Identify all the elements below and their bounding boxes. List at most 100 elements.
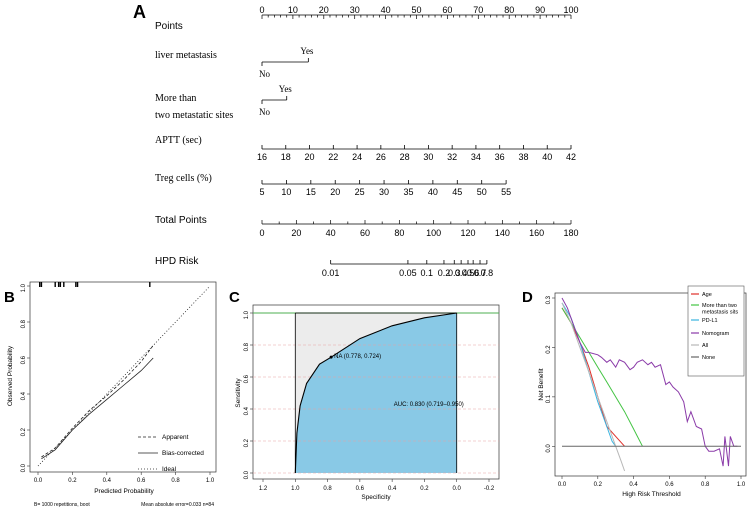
- y-tick-label: 0.2: [21, 427, 27, 436]
- y-tick-label: 0.4: [244, 406, 250, 415]
- nomogram-tick-label: 20: [291, 228, 301, 238]
- nomogram-tick-label: 180: [563, 228, 578, 238]
- nomogram-tick-label: 100: [426, 228, 441, 238]
- y-tick-label: 0.0: [546, 444, 552, 453]
- nomogram-tick-label: 45: [452, 187, 462, 197]
- nomogram-tick-label: 0.7: [474, 268, 487, 278]
- nomogram-tick-label: 30: [423, 152, 433, 162]
- series-line: [561, 297, 738, 467]
- legend-label: Nomogram: [702, 331, 730, 337]
- series-line: [561, 302, 626, 472]
- nomogram-tick-label: 80: [394, 228, 404, 238]
- nomogram-row-label: liver metastasis: [155, 50, 217, 61]
- x-tick-label: 0.0: [453, 486, 462, 492]
- nomogram-level-label: No: [259, 107, 270, 117]
- nomogram-tick-label: 22: [328, 152, 338, 162]
- nomogram-tick-label: 0: [259, 228, 264, 238]
- x-tick-label: 1.2: [259, 486, 268, 492]
- nomogram-tick-label: 55: [501, 187, 511, 197]
- y-axis-label: Observed Probability: [7, 345, 14, 406]
- y-tick-label: 0.2: [546, 345, 552, 354]
- x-tick-label: 0.4: [388, 486, 397, 492]
- nomogram-tick-label: 120: [460, 228, 475, 238]
- nomogram-row-label: More than: [155, 93, 196, 104]
- legend-label: Ideal: [162, 466, 177, 473]
- y-tick-label: 0.1: [546, 394, 552, 403]
- nomogram: Points liver metastasis More than two metas…: [155, 5, 579, 278]
- x-tick-label: 0.6: [356, 486, 365, 492]
- nomogram-tick-label: 50: [477, 187, 487, 197]
- nomogram-tick-label: 38: [518, 152, 528, 162]
- nomogram-tick-label: 60: [360, 228, 370, 238]
- legend-label: Age: [702, 292, 712, 298]
- legend-label: Bias-corrected: [162, 450, 204, 457]
- legend-label: All: [702, 343, 708, 349]
- y-tick-label: 0.0: [21, 463, 27, 472]
- nomogram-tick-label: 50: [411, 5, 421, 15]
- nomogram-row-label: APTT (sec): [155, 135, 202, 146]
- nomogram-tick-label: 18: [281, 152, 291, 162]
- nomogram-tick-label: 100: [563, 5, 578, 15]
- y-axis-label: Sensitivity: [235, 378, 242, 408]
- legend-label: Apparent: [162, 434, 189, 441]
- nomogram-tick-label: 30: [350, 5, 360, 15]
- x-tick-label: 0.4: [629, 482, 638, 488]
- nomogram-tick-label: 15: [306, 187, 316, 197]
- nomogram-tick-label: 32: [447, 152, 457, 162]
- decision-curve-plot: 0.0 0.2 0.4 0.6 0.8 1.0 0.0 0.1 0.2 0.3 High Risk …: [538, 285, 747, 498]
- y-axis-label: Net Benefit: [538, 368, 545, 400]
- roc-plot: NA (0.778, 0.724) AUC: 0.830 (0.719–0.950…: [235, 304, 500, 501]
- roc-auc-area: [295, 313, 457, 473]
- legend-box: [687, 285, 745, 377]
- nomogram-row-label: Total Points: [155, 215, 207, 226]
- series-line-bias-corrected: [41, 357, 154, 460]
- nomogram-tick-label: 0: [259, 5, 264, 15]
- y-tick-label: 0.3: [546, 295, 552, 304]
- nomogram-tick-label: 5: [259, 187, 264, 197]
- nomogram-tick-label: 30: [379, 187, 389, 197]
- nomogram-tick-label: 90: [535, 5, 545, 15]
- calibration-plot: 0.0 0.2 0.4 0.6 0.8 1.0 0.0 0.2 0.4 0.6 0.8 1.0 Pred…: [7, 281, 217, 508]
- x-tick-label: 0.2: [594, 482, 603, 488]
- nomogram-tick-label: 0.6: [467, 268, 480, 278]
- nomogram-tick-label: 26: [376, 152, 386, 162]
- nomogram-tick-label: 60: [442, 5, 452, 15]
- nomogram-tick-label: 25: [355, 187, 365, 197]
- nomogram-tick-label: 0.3: [448, 268, 461, 278]
- y-tick-label: 0.8: [21, 319, 27, 328]
- roc-threshold-point: [329, 355, 333, 359]
- nomogram-tick-label: 140: [495, 228, 510, 238]
- nomogram-tick-label: 35: [403, 187, 413, 197]
- y-tick-label: 0.0: [244, 470, 250, 479]
- plot-frame: [29, 281, 217, 473]
- nomogram-tick-label: 28: [400, 152, 410, 162]
- nomogram-tick-label: 70: [473, 5, 483, 15]
- nomogram-row-label: Points: [155, 21, 183, 32]
- x-tick-label: 0.0: [558, 482, 567, 488]
- y-tick-label: 0.2: [244, 438, 250, 447]
- nomogram-tick-label: 40: [542, 152, 552, 162]
- y-tick-label: 0.6: [21, 355, 27, 364]
- legend-label: PD-L1: [702, 318, 718, 324]
- x-tick-label: 0.6: [137, 478, 146, 484]
- series-line: [561, 307, 625, 447]
- nomogram-tick-label: 0.1: [421, 268, 434, 278]
- nomogram-tick-label: 80: [504, 5, 514, 15]
- x-tick-label: 0.4: [103, 478, 112, 484]
- nomogram-tick-label: 16: [257, 152, 267, 162]
- nomogram-tick-label: 0.8: [481, 268, 494, 278]
- nomogram-tick-label: 24: [352, 152, 362, 162]
- nomogram-tick-label: 10: [288, 5, 298, 15]
- series-line-ideal: [37, 285, 211, 467]
- nomogram-tick-label: 20: [305, 152, 315, 162]
- plot-frame: [554, 292, 747, 477]
- nomogram-tick-label: 40: [326, 228, 336, 238]
- nomogram-row-label: HPD Risk: [155, 256, 199, 267]
- panel-label-a: A: [133, 2, 146, 22]
- nomogram-tick-label: 160: [529, 228, 544, 238]
- nomogram-level-label: No: [259, 69, 270, 79]
- nomogram-tick-label: 42: [566, 152, 576, 162]
- roc-point-label: NA (0.778, 0.724): [334, 354, 381, 360]
- nomogram-tick-label: 34: [471, 152, 481, 162]
